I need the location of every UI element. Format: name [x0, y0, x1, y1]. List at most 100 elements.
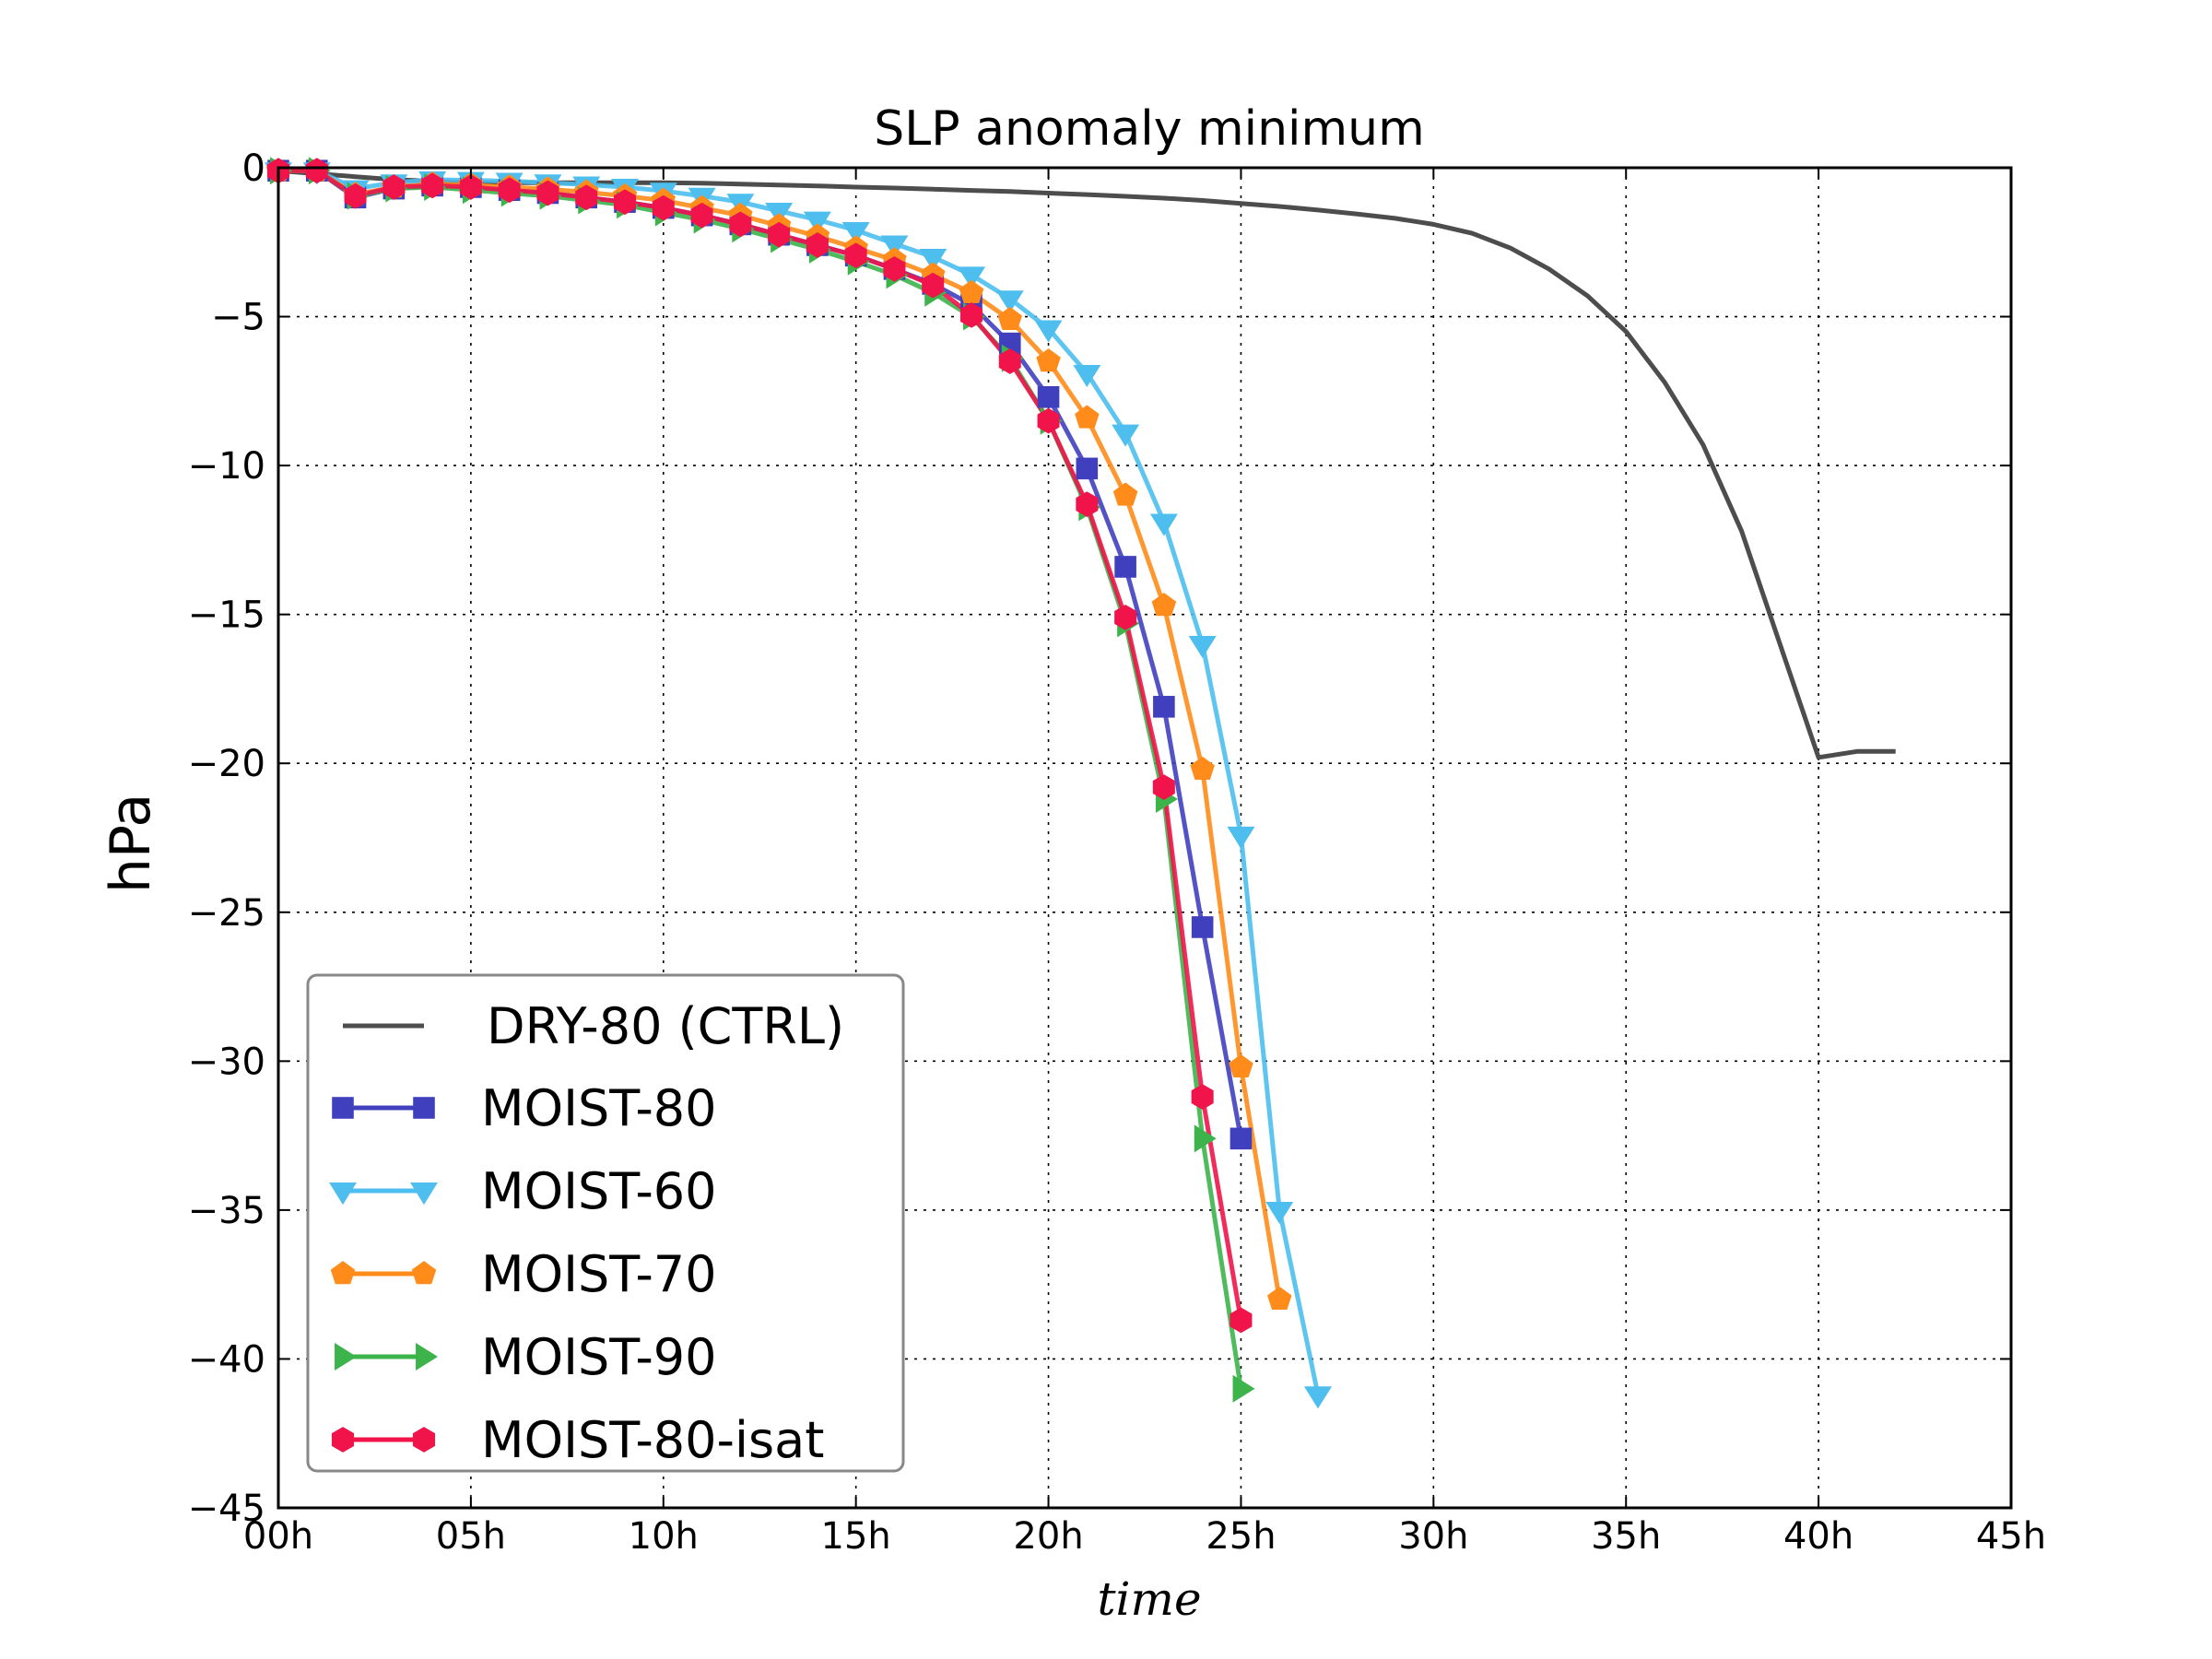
legend-marker-moist-70 [411, 1261, 437, 1285]
data-point [536, 180, 559, 206]
data-point [382, 174, 406, 200]
data-point [844, 242, 867, 269]
legend-marker-moist-70 [330, 1261, 356, 1285]
data-point [1149, 513, 1178, 536]
legend-marker-moist-60 [329, 1182, 357, 1206]
data-point [1229, 1053, 1253, 1078]
y-tick-label: −25 [188, 892, 265, 935]
data-point [1267, 1286, 1292, 1311]
data-point [1076, 491, 1099, 517]
data-point [803, 211, 831, 234]
legend-label-moist-90: MOIST-90 [481, 1328, 717, 1386]
axis-ticks [277, 167, 2012, 1509]
data-point [1034, 320, 1063, 343]
series-markers [265, 157, 1333, 1409]
x-tick-label: 10h [629, 1515, 699, 1558]
y-tick-label: −5 [211, 297, 265, 339]
data-point [922, 272, 945, 299]
data-point [1230, 1307, 1253, 1334]
legend-marker-moist-80 [332, 1097, 354, 1119]
data-point [421, 172, 444, 199]
data-point [1114, 605, 1137, 630]
x-axis-label: time [1097, 1572, 1201, 1626]
data-point [997, 306, 1022, 331]
data-point [729, 211, 752, 238]
data-point [998, 348, 1021, 374]
y-tick-label: −35 [188, 1190, 265, 1232]
data-point [1114, 556, 1136, 578]
legend-marker-moist-80 [413, 1097, 435, 1119]
data-point [1037, 407, 1060, 434]
series-line-moist-60 [278, 168, 1321, 1395]
tick-labels: 00h 05h 10h 15h 20h 25h 30h 35h 40h 45h 0 −5 −10 −15 −… [188, 147, 2047, 1558]
y-tick-label: −15 [188, 594, 265, 637]
x-tick-label: 20h [1013, 1515, 1083, 1558]
data-point [1153, 696, 1175, 718]
x-tick-label: 45h [1976, 1515, 2046, 1558]
data-point [1191, 916, 1214, 938]
legend-marker-moist-90 [335, 1342, 358, 1371]
legend-marker-moist-80-isat [412, 1427, 436, 1453]
data-point [995, 290, 1024, 313]
x-tick-label: 05h [436, 1515, 506, 1558]
y-tick-label: 0 [242, 147, 265, 190]
data-point [498, 177, 521, 204]
data-point [1076, 457, 1099, 480]
data-point [1112, 482, 1138, 506]
x-tick-label: 00h [243, 1515, 313, 1558]
data-point [1227, 826, 1255, 849]
data-point [768, 221, 791, 248]
legend-marker-moist-80-isat [331, 1427, 355, 1453]
data-point [1190, 756, 1215, 780]
legend-marker-moist-90 [416, 1342, 439, 1371]
legend-label-dry-80-ctrl: DRY-80 (CTRL) [487, 997, 844, 1055]
y-tick-label: −30 [188, 1041, 265, 1083]
x-tick-label: 35h [1591, 1515, 1661, 1558]
y-tick-label: −20 [188, 743, 265, 785]
plot-frame [276, 166, 2013, 1510]
data-point [806, 232, 829, 258]
x-tick-label: 25h [1206, 1515, 1276, 1558]
data-point [880, 235, 909, 258]
data-point [959, 302, 983, 328]
data-point [957, 266, 986, 289]
data-point [1152, 774, 1175, 800]
data-point [1151, 593, 1177, 617]
legend-label-moist-80-isat: MOIST-80-isat [481, 1411, 824, 1469]
data-point [344, 182, 367, 209]
legend-label-moist-80: MOIST-80 [481, 1079, 717, 1137]
data-point [919, 248, 947, 272]
y-tick-label: −45 [188, 1488, 265, 1530]
legend-box [306, 973, 905, 1473]
x-tick-label: 15h [821, 1515, 891, 1558]
data-point [841, 221, 870, 244]
data-point [1232, 1374, 1255, 1403]
data-point [1303, 1386, 1333, 1409]
data-point [1194, 1124, 1217, 1153]
y-tick-label: −40 [188, 1338, 265, 1381]
data-point [652, 194, 675, 221]
x-tick-label: 30h [1398, 1515, 1468, 1558]
data-point [1191, 1084, 1214, 1110]
data-point [1037, 385, 1060, 408]
data-point [1036, 348, 1061, 372]
legend-marker-moist-60 [410, 1182, 438, 1206]
data-point [1075, 405, 1100, 429]
data-point [459, 174, 482, 200]
data-point [1188, 636, 1217, 659]
y-axis-label: hPa [99, 794, 163, 893]
y-tick-label: −10 [188, 445, 265, 488]
legend-label-moist-60: MOIST-60 [481, 1162, 717, 1220]
data-point [613, 189, 637, 216]
data-point [1112, 424, 1140, 447]
chart-title: SLP anomaly minimum [874, 101, 1425, 157]
data-point [575, 184, 598, 211]
data-point [1230, 1127, 1253, 1150]
legend: DRY-80 (CTRL) MOIST-80 MOIST-60 MOIST-70 MOI… [306, 973, 905, 1473]
data-point [305, 158, 328, 184]
data-point [1265, 1201, 1294, 1224]
data-point [690, 202, 713, 229]
data-point [1073, 365, 1101, 388]
data-point [883, 256, 906, 282]
